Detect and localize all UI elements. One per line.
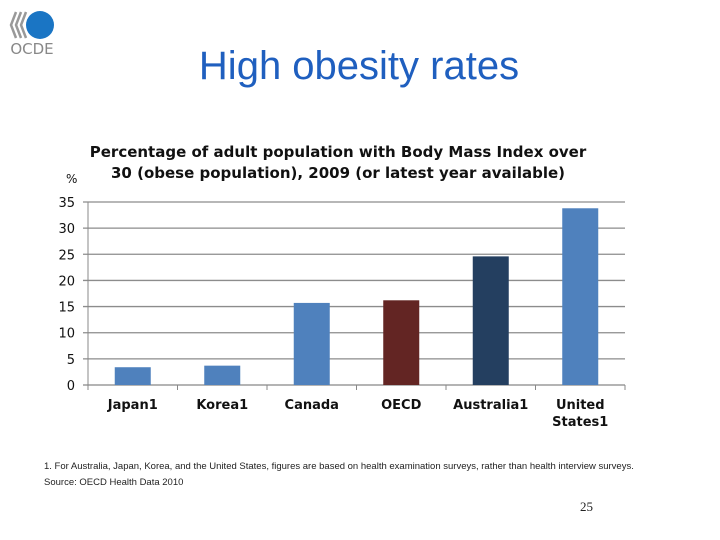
x-tick-label: Canada	[285, 398, 339, 413]
y-tick-label: 15	[58, 301, 75, 316]
x-tick-label: States1	[552, 415, 608, 430]
y-tick-label: 35	[58, 196, 75, 211]
x-tick-label: Korea1	[196, 398, 248, 413]
page-number: 25	[580, 499, 593, 514]
bar-united-states1	[562, 208, 599, 385]
slide-title: High obesity rates	[198, 44, 520, 88]
oecd-logo: OCDE	[9, 11, 54, 56]
bar-australia1	[472, 256, 509, 385]
bar-korea1	[204, 365, 241, 385]
bar-chart: Percentage of adult population with Body…	[58, 143, 626, 430]
chart-title-line1: Percentage of adult population with Body…	[90, 143, 587, 161]
y-tick-label: 25	[58, 248, 75, 263]
y-tick-label: 0	[67, 379, 75, 394]
x-tick-label: Japan1	[107, 398, 158, 413]
y-tick-label: 5	[67, 353, 75, 368]
y-tick-label: 30	[58, 222, 75, 237]
footnote: 1. For Australia, Japan, Korea, and the …	[44, 461, 634, 472]
bar-canada	[293, 302, 330, 385]
y-axis-label: %	[66, 172, 77, 186]
x-tick-label: OECD	[381, 398, 421, 413]
x-tick-label: Australia1	[453, 398, 528, 413]
chart-title-line2: 30 (obese population), 2009 (or latest y…	[111, 164, 565, 182]
x-tick-label: United	[556, 398, 605, 413]
bar-japan1	[114, 367, 151, 385]
bar-oecd	[383, 300, 420, 385]
svg-text:OCDE: OCDE	[10, 40, 53, 56]
y-tick-label: 20	[58, 274, 75, 289]
source-note: Source: OECD Health Data 2010	[44, 477, 184, 488]
y-tick-label: 10	[58, 327, 75, 342]
